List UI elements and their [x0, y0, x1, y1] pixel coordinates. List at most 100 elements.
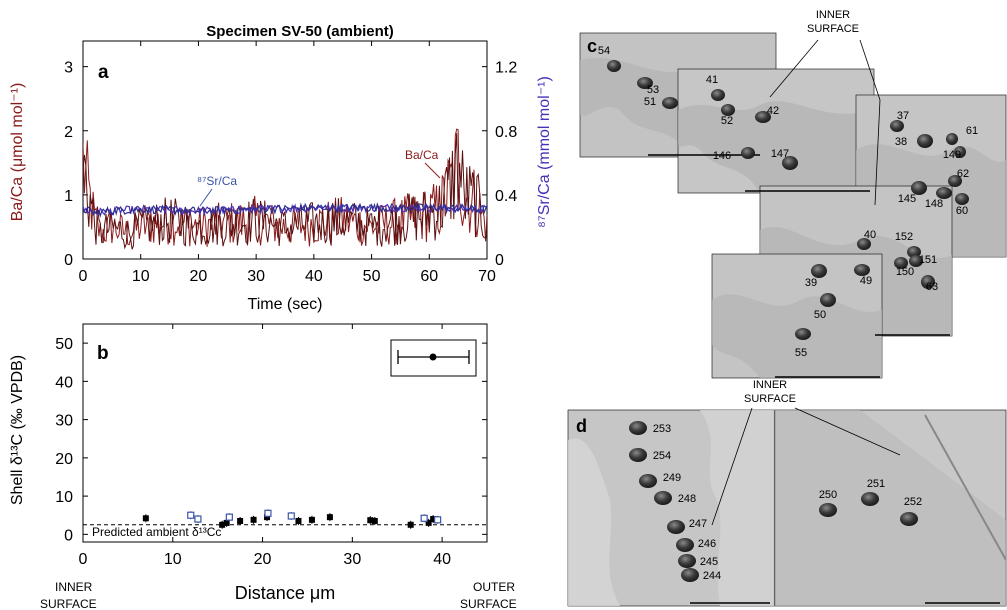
spot-label: 146: [713, 150, 731, 162]
panel-c-label: c: [587, 36, 597, 56]
spot-label: 254: [653, 450, 671, 462]
laser-spot: [909, 255, 923, 267]
panel-a: Specimen SV-50 (ambient) a 0 10 20 30 40 50 60…: [9, 23, 553, 313]
y-tick-label: 30: [55, 413, 73, 430]
x-tick-label: 10: [164, 551, 182, 568]
spot-label: 251: [867, 478, 885, 490]
spot-label: 52: [721, 115, 733, 127]
data-point-filled: [407, 521, 414, 528]
data-point-open: [434, 516, 442, 524]
x-tick-label: 60: [420, 268, 438, 285]
y-tick-label: 1: [64, 188, 73, 205]
spot-label: 151: [919, 254, 937, 266]
laser-spot: [667, 520, 685, 534]
spot-label: 37: [897, 110, 909, 122]
panel-b-points: [142, 509, 442, 529]
laser-spot: [890, 120, 904, 132]
x-tick-label: 30: [247, 268, 265, 285]
spot-label: 62: [957, 168, 969, 180]
tile-2-texture: [678, 101, 874, 193]
data-point-filled: [367, 517, 374, 524]
spot-label: 149: [943, 149, 961, 161]
data-point-filled: [142, 515, 149, 522]
laser-spot: [629, 421, 647, 435]
data-point-filled: [425, 519, 432, 526]
spot-label: 152: [895, 231, 913, 243]
spot-label: 249: [663, 472, 681, 484]
x-tick-label: 20: [254, 551, 272, 568]
laser-spot: [654, 491, 672, 505]
x-tick-label: 0: [79, 551, 88, 568]
laser-spot: [948, 175, 962, 187]
data-point-open: [225, 513, 233, 521]
spot-label: 148: [925, 198, 943, 210]
panel-b-frame: [82, 323, 488, 543]
laser-spot: [936, 187, 952, 199]
data-point-filled: [371, 517, 378, 524]
y-tick-label: 3: [64, 60, 73, 77]
y2-tick-label: 0.4: [495, 188, 517, 205]
data-point-filled: [430, 516, 437, 523]
panel-d-surface-1: INNER: [753, 379, 787, 391]
y-tick-label: 0: [64, 252, 73, 269]
tile-d1-texture-2: [700, 410, 774, 606]
data-point-filled: [295, 517, 302, 524]
laser-spot: [819, 503, 837, 517]
spot-label: 247: [689, 518, 707, 530]
data-point-filled: [219, 521, 226, 528]
panel-c-surface-leader-2: [859, 39, 881, 101]
baca-annotation-leader: [424, 162, 441, 179]
panel-b-ylabel: Shell δ¹³C (‰ VPDB): [9, 355, 26, 505]
x-tick-label: 70: [478, 268, 496, 285]
spot-label: 50: [814, 309, 826, 321]
x-tick-label: 50: [363, 268, 381, 285]
laser-spot: [629, 448, 647, 462]
panel-a-label: a: [98, 62, 109, 83]
data-point-filled: [326, 514, 333, 521]
laser-spot: [900, 512, 918, 526]
laser-spot: [955, 193, 969, 205]
spot-label: 49: [860, 275, 872, 287]
x-tick-label: 40: [433, 551, 451, 568]
error-bar-key-point: [429, 353, 437, 361]
laser-spot: [921, 275, 935, 289]
data-point-open: [187, 511, 195, 519]
laser-spot: [811, 264, 827, 278]
data-point-filled: [223, 519, 230, 526]
baca-annotation: Ba/Ca: [405, 148, 439, 162]
data-point-filled: [237, 517, 244, 524]
laser-spot: [820, 293, 836, 307]
laser-spot: [662, 97, 678, 109]
panel-c-surface-leader-3: [874, 99, 881, 206]
laser-spot: [857, 238, 871, 250]
data-point-filled: [250, 516, 257, 523]
baca-trace-1: [83, 128, 487, 247]
y-tick-label: 2: [64, 124, 73, 141]
laser-spot: [907, 246, 921, 258]
inner-surface-note-1: INNER: [55, 580, 93, 594]
laser-spot: [854, 264, 870, 276]
laser-spot: [676, 538, 694, 552]
srca-trace-2: [83, 202, 487, 218]
panel-a-title: Specimen SV-50 (ambient): [206, 23, 394, 40]
y2-tick-label: 0.8: [495, 124, 517, 141]
laser-spot: [637, 77, 653, 89]
spot-label: 41: [706, 74, 718, 86]
spot-label: 39: [805, 277, 817, 289]
x-tick-label: 40: [305, 268, 323, 285]
laser-spot: [782, 156, 798, 170]
spot-label: 53: [647, 84, 659, 96]
laser-spot: [721, 104, 735, 116]
srca-annotation: ⁸⁷Sr/Ca: [197, 174, 237, 188]
spot-label: 245: [700, 556, 718, 568]
spot-label: 250: [819, 489, 837, 501]
panel-a-xlabel: Time (sec): [248, 296, 323, 313]
x-tick-label: 30: [343, 551, 361, 568]
laser-spot: [917, 134, 933, 148]
spot-label: 51: [644, 96, 656, 108]
outer-surface-note-2: SURFACE: [460, 597, 517, 610]
data-point-open: [194, 515, 202, 523]
